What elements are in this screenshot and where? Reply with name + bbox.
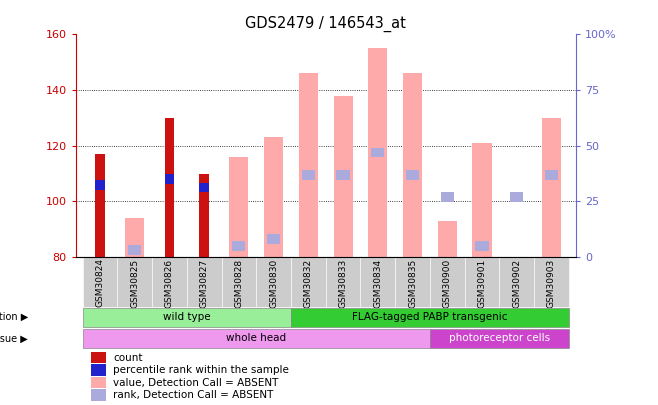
Bar [542, 118, 561, 257]
Bar [91, 364, 106, 376]
Bar [95, 180, 105, 190]
Bar [403, 73, 422, 257]
Bar [230, 157, 249, 257]
Title: GDS2479 / 146543_at: GDS2479 / 146543_at [245, 15, 406, 32]
Text: GSM30824: GSM30824 [95, 258, 105, 307]
Text: GSM30834: GSM30834 [373, 258, 382, 308]
Bar [430, 329, 569, 348]
Bar [199, 173, 209, 257]
Bar [232, 241, 245, 251]
Bar [438, 221, 457, 257]
Bar [152, 257, 187, 307]
Bar [117, 257, 152, 307]
Bar [125, 218, 144, 257]
Bar [361, 257, 395, 307]
Bar [326, 257, 361, 307]
Bar [334, 96, 353, 257]
Text: FLAG-tagged PABP transgenic: FLAG-tagged PABP transgenic [352, 312, 507, 322]
Bar [302, 170, 315, 179]
Bar [128, 245, 141, 255]
Bar [368, 48, 388, 257]
Bar [534, 257, 569, 307]
Text: photoreceptor cells: photoreceptor cells [449, 333, 550, 343]
Bar [95, 154, 105, 257]
Bar [499, 257, 534, 307]
Text: GSM30828: GSM30828 [234, 258, 243, 308]
Bar [267, 234, 280, 244]
Text: value, Detection Call = ABSENT: value, Detection Call = ABSENT [113, 378, 278, 388]
Bar [395, 257, 430, 307]
Bar [83, 308, 291, 327]
Text: GSM30833: GSM30833 [339, 258, 347, 308]
Bar [545, 170, 558, 179]
Bar [472, 143, 492, 257]
Bar [256, 257, 291, 307]
Text: GSM30825: GSM30825 [130, 258, 139, 308]
Bar [264, 137, 283, 257]
Bar [336, 170, 349, 179]
Text: GSM30901: GSM30901 [478, 258, 486, 308]
Bar [83, 329, 430, 348]
Text: GSM30902: GSM30902 [512, 258, 521, 308]
Text: rank, Detection Call = ABSENT: rank, Detection Call = ABSENT [113, 390, 274, 400]
Bar [441, 192, 454, 202]
Text: GSM30903: GSM30903 [547, 258, 556, 308]
Bar [510, 192, 523, 202]
Text: tissue ▶: tissue ▶ [0, 333, 28, 343]
Bar [299, 73, 318, 257]
Bar [406, 170, 419, 179]
Text: whole head: whole head [226, 333, 286, 343]
Text: GSM30900: GSM30900 [443, 258, 452, 308]
Bar [199, 183, 209, 192]
Text: count: count [113, 353, 143, 362]
Bar [164, 118, 174, 257]
Text: GSM30832: GSM30832 [304, 258, 313, 308]
Text: GSM30835: GSM30835 [408, 258, 417, 308]
Bar [187, 257, 222, 307]
Bar [291, 257, 326, 307]
Bar [465, 257, 499, 307]
Bar [222, 257, 256, 307]
Text: percentile rank within the sample: percentile rank within the sample [113, 365, 289, 375]
Text: genotype/variation ▶: genotype/variation ▶ [0, 313, 28, 322]
Bar [91, 377, 106, 388]
Bar [291, 308, 569, 327]
Bar [475, 241, 489, 251]
Bar [164, 174, 174, 184]
Bar [91, 352, 106, 363]
Bar [83, 257, 117, 307]
Text: GSM30826: GSM30826 [165, 258, 174, 308]
Text: GSM30830: GSM30830 [269, 258, 278, 308]
Bar [371, 147, 384, 157]
Text: GSM30827: GSM30827 [199, 258, 209, 308]
Text: wild type: wild type [163, 312, 211, 322]
Bar [430, 257, 465, 307]
Bar [91, 390, 106, 401]
